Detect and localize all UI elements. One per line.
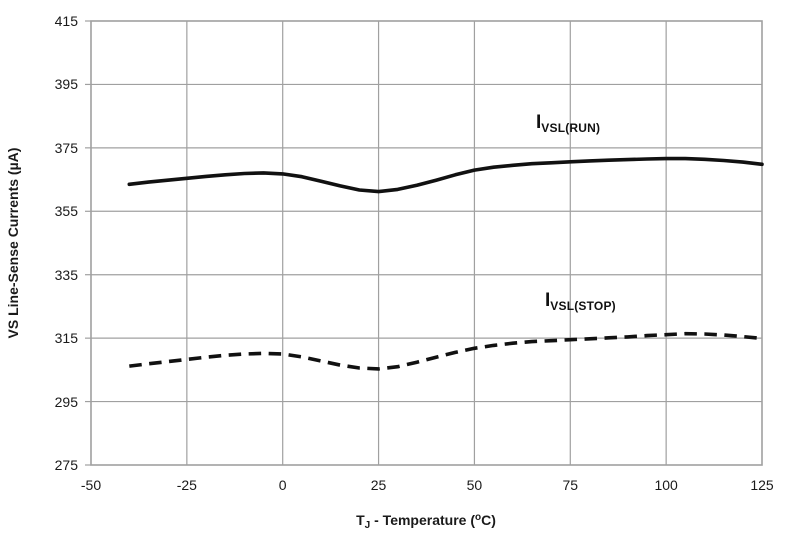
x-axis-title-mid: - Temperature ( [370,512,475,528]
stop-label-subscript: VSL(STOP) [550,299,616,313]
x-tick-label: 125 [750,477,774,493]
run-curve [127,156,764,194]
y-tick-label: 375 [54,139,78,156]
x-axis-title-subscript-j: J [364,520,371,531]
x-tick-label: 0 [278,477,287,493]
y-tick-label: 295 [54,393,78,410]
y-tick-label: 415 [54,13,78,29]
x-tick-label: 100 [654,477,678,493]
x-axis-title: TJ - Temperature (oC) [256,512,596,531]
x-tick-label: -50 [80,477,102,493]
x-axis-title-end: C) [481,512,496,528]
x-tick-label: 25 [370,477,387,493]
plot-border [90,20,763,466]
y-tick-label: 315 [54,330,78,347]
y-tick-label: 395 [54,76,78,93]
y-axis-title: VS Line-Sense Currents (µA) [5,147,21,339]
stop-curve-label: IVSL(STOP) [545,290,616,313]
y-tick-label: 275 [54,457,78,473]
run-label-symbol: I [536,112,542,133]
degree-superscript: o [475,512,482,523]
x-tick-label: 75 [562,477,579,493]
x-tick-label: -25 [176,477,197,493]
run-label-subscript: VSL(RUN) [541,121,601,135]
stop-curve [129,331,763,371]
stop-label-symbol: I [545,290,551,311]
y-tick-label: 335 [54,266,78,283]
x-axis-title-main: T [356,512,365,528]
y-tick-label: 355 [54,203,78,220]
x-tick-label: 50 [466,477,483,493]
run-curve-label: IVSL(RUN) [536,112,600,135]
